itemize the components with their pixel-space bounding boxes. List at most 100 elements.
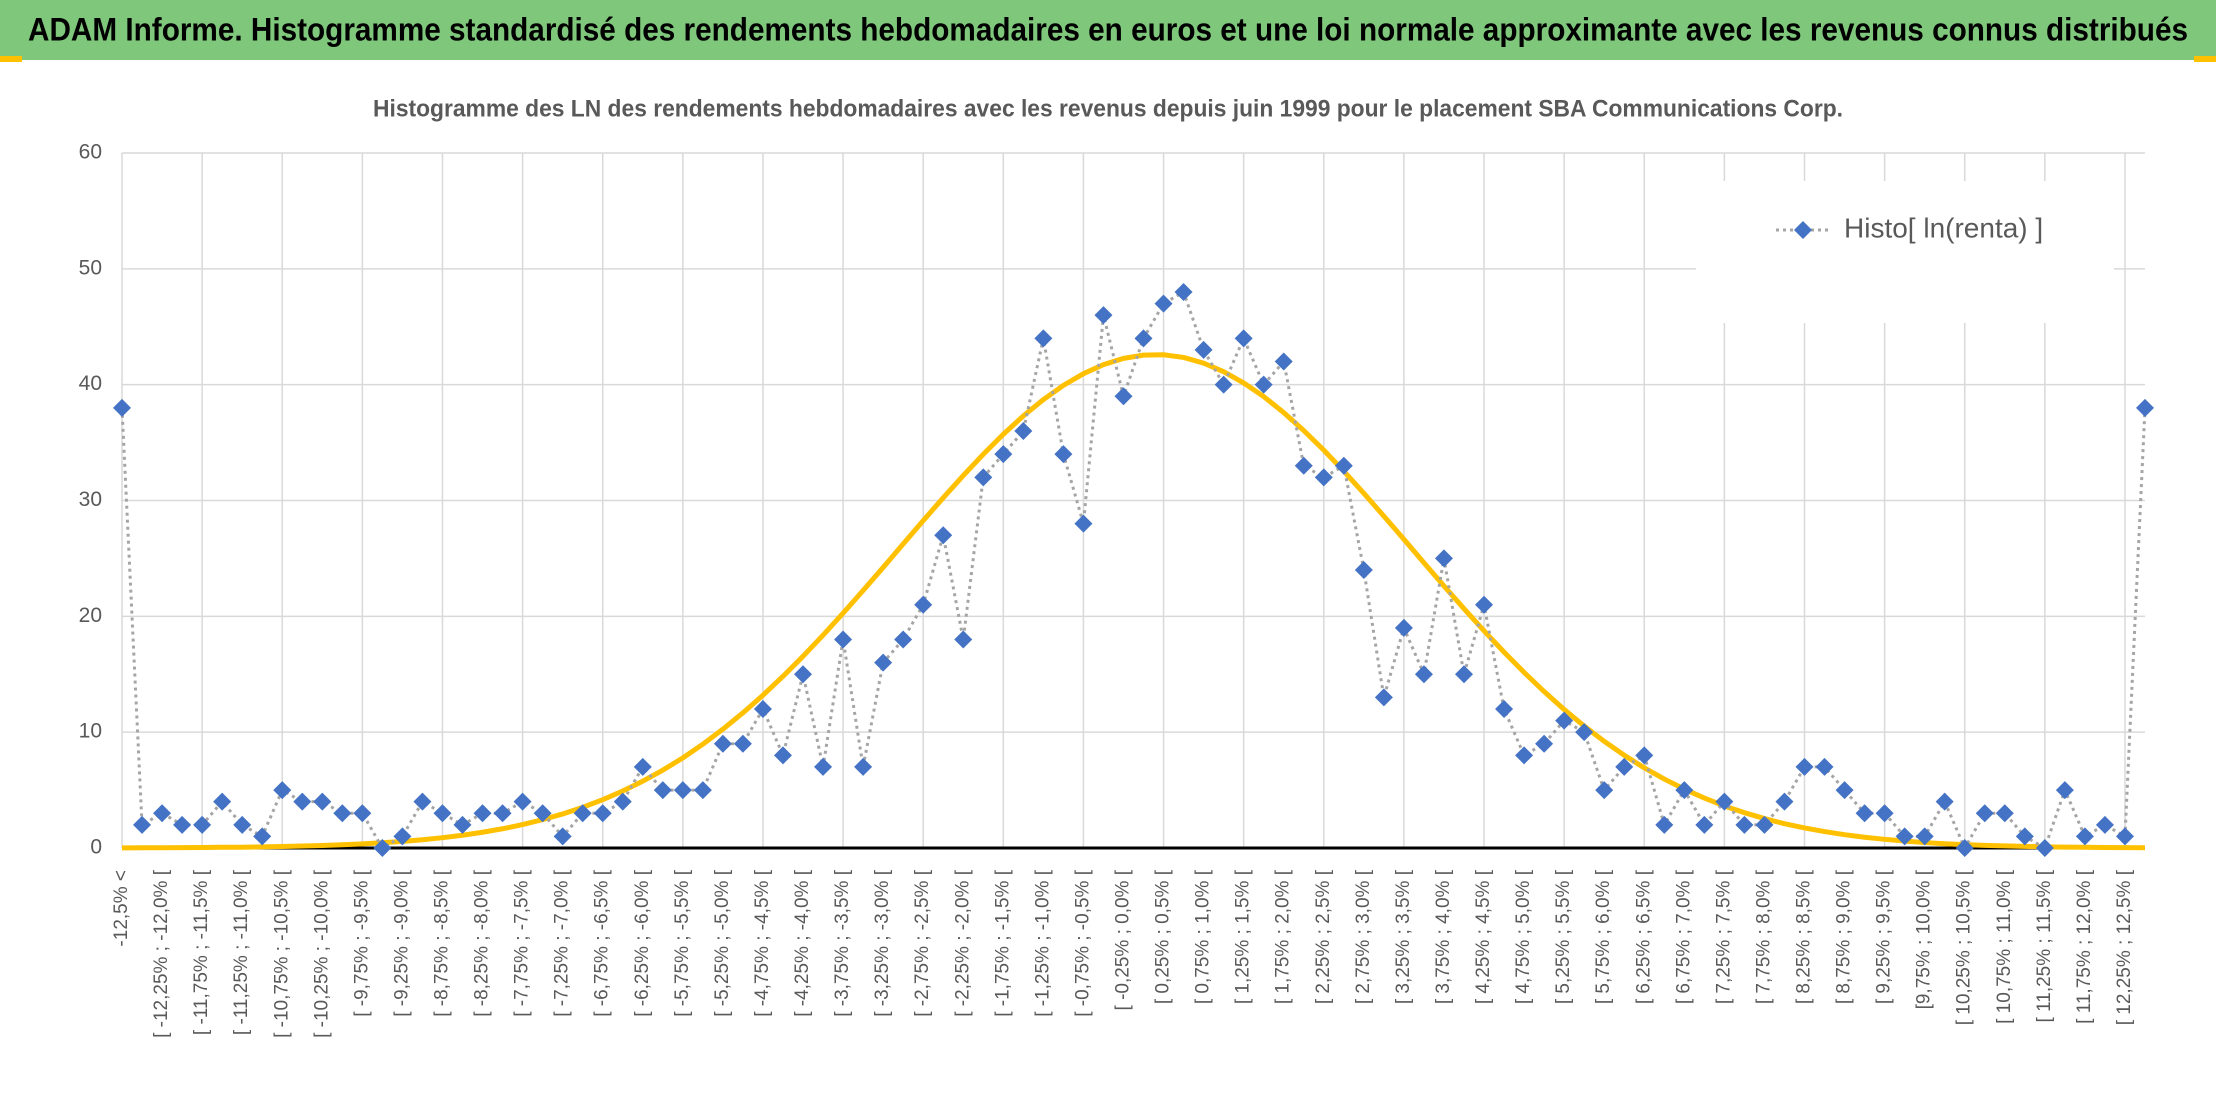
y-tick-label: 60 [79, 141, 102, 164]
x-tick-label: [ -8,75% ; -8,5% [ [431, 869, 452, 1017]
marker [1695, 815, 1714, 834]
marker [573, 804, 592, 823]
x-tick-label: [ 6,25% ; 6,5% [ [1633, 869, 1654, 1004]
marker [1615, 757, 1634, 776]
marker [213, 792, 232, 811]
marker [914, 595, 933, 614]
marker [1555, 711, 1574, 730]
x-tick-label: [ 1,25% ; 1,5% [ [1233, 869, 1254, 1004]
marker [733, 734, 752, 753]
marker [473, 804, 492, 823]
marker [1074, 514, 1093, 533]
marker [433, 804, 452, 823]
x-tick-label: [ 2,75% ; 3,0% [ [1353, 869, 1374, 1004]
marker [773, 746, 792, 765]
x-tick-label: [ -0,75% ; -0,5% [ [1072, 869, 1093, 1017]
marker [373, 839, 392, 857]
x-tick-label: [ -8,25% ; -8,0% [ [472, 869, 493, 1017]
marker [393, 827, 412, 846]
x-tick-label: [ 8,25% ; 8,5% [ [1794, 869, 1815, 1004]
marker [874, 653, 893, 672]
marker [333, 804, 352, 823]
marker [1775, 792, 1794, 811]
x-tick-label: [ 10,25% ; 10,5% [ [1954, 869, 1975, 1025]
marker [1314, 468, 1333, 487]
marker [593, 804, 612, 823]
marker [1715, 792, 1734, 811]
x-tick-label: [ -3,25% ; -3,0% [ [872, 869, 893, 1017]
marker [1515, 746, 1534, 765]
x-tick-label: [ 8,75% ; 9,0% [ [1834, 869, 1855, 1004]
x-tick-label: [ 11,25% ; 11,5% [ [2034, 869, 2055, 1022]
marker [894, 630, 913, 649]
x-tick-label: [ 4,25% ; 4,5% [ [1473, 869, 1494, 1004]
marker [1475, 595, 1494, 614]
marker [673, 781, 692, 800]
marker [173, 815, 192, 834]
x-tick-label: [ -7,25% ; -7,0% [ [552, 869, 573, 1017]
marker [1354, 561, 1373, 579]
marker [994, 445, 1013, 464]
marker [2015, 827, 2034, 846]
x-tick-label: [ 4,75% ; 5,0% [ [1513, 869, 1534, 1004]
marker [653, 781, 672, 800]
x-tick-label: [ 0,75% ; 1,0% [ [1193, 869, 1214, 1004]
marker [1134, 329, 1153, 348]
x-tick-label: [ -7,75% ; -7,5% [ [512, 869, 533, 1017]
marker [1955, 839, 1974, 857]
x-tick-label: [ -5,25% ; -5,0% [ [712, 869, 733, 1017]
marker [1855, 804, 1874, 823]
marker [1434, 549, 1453, 568]
x-tick-label: [ 11,75% ; 12,0% [ [2074, 869, 2095, 1024]
marker [273, 781, 292, 800]
x-tick-label: [ -5,75% ; -5,5% [ [672, 869, 693, 1017]
legend-box [1696, 181, 2114, 323]
marker [1595, 781, 1614, 800]
marker [1334, 456, 1353, 475]
x-tick-label: [ -6,75% ; -6,5% [ [592, 869, 613, 1017]
marker [1975, 804, 1994, 823]
x-tick-label: [ -10,75% ; -10,5% [ [271, 869, 292, 1038]
x-tick-label: [ 7,25% ; 7,5% [ [1713, 869, 1734, 1004]
marker [1414, 665, 1433, 684]
marker [794, 665, 813, 684]
x-tick-label: [ -11,75% ; -11,5% [ [191, 869, 212, 1035]
marker [1635, 746, 1654, 765]
x-tick-label: [ 1,75% ; 2,0% [ [1273, 869, 1294, 1004]
marker [713, 734, 732, 753]
marker [934, 526, 953, 545]
x-tick-label: [ -10,25% ; -10,0% [ [311, 869, 332, 1038]
x-tick-label: [ 12,25% ; 12,5% [ [2114, 869, 2135, 1025]
x-tick-label: [ -6,25% ; -6,0% [ [632, 869, 653, 1017]
marker [1274, 352, 1293, 371]
marker [1394, 618, 1413, 637]
marker [513, 792, 532, 811]
x-tick-label: [ -2,25% ; -2,0% [ [952, 869, 973, 1017]
marker [2075, 827, 2094, 846]
x-tick-label: [ 6,75% ; 7,0% [ [1673, 869, 1694, 1004]
marker [1014, 422, 1033, 440]
y-tick-label: 0 [90, 836, 102, 859]
marker [533, 804, 552, 823]
marker [974, 468, 993, 487]
marker [1655, 815, 1674, 834]
x-tick-label: [ 3,25% ; 3,5% [ [1393, 869, 1414, 1004]
marker [2035, 839, 2054, 857]
x-tick-label: [ -9,75% ; -9,5% [ [351, 869, 372, 1017]
marker [233, 815, 252, 834]
x-tick-label: [ 2,25% ; 2,5% [ [1313, 869, 1334, 1004]
y-tick-label: 40 [79, 372, 102, 395]
marker [1915, 827, 1934, 846]
corner [0, 56, 22, 62]
y-tick-label: 10 [79, 720, 102, 743]
y-tick-label: 30 [79, 488, 102, 511]
marker [413, 792, 432, 811]
x-tick-label: [ 0,25% ; 0,5% [ [1153, 869, 1174, 1004]
x-tick-label: [ 7,75% ; 8,0% [ [1753, 869, 1774, 1004]
marker [1535, 734, 1554, 753]
x-tick-label: [ -4,75% ; -4,5% [ [752, 869, 773, 1017]
marker [954, 630, 973, 649]
x-tick-label: [ 5,25% ; 5,5% [ [1553, 869, 1574, 1004]
marker [453, 815, 472, 834]
header-title: ADAM Informe. Histogramme standardisé de… [28, 11, 2188, 47]
